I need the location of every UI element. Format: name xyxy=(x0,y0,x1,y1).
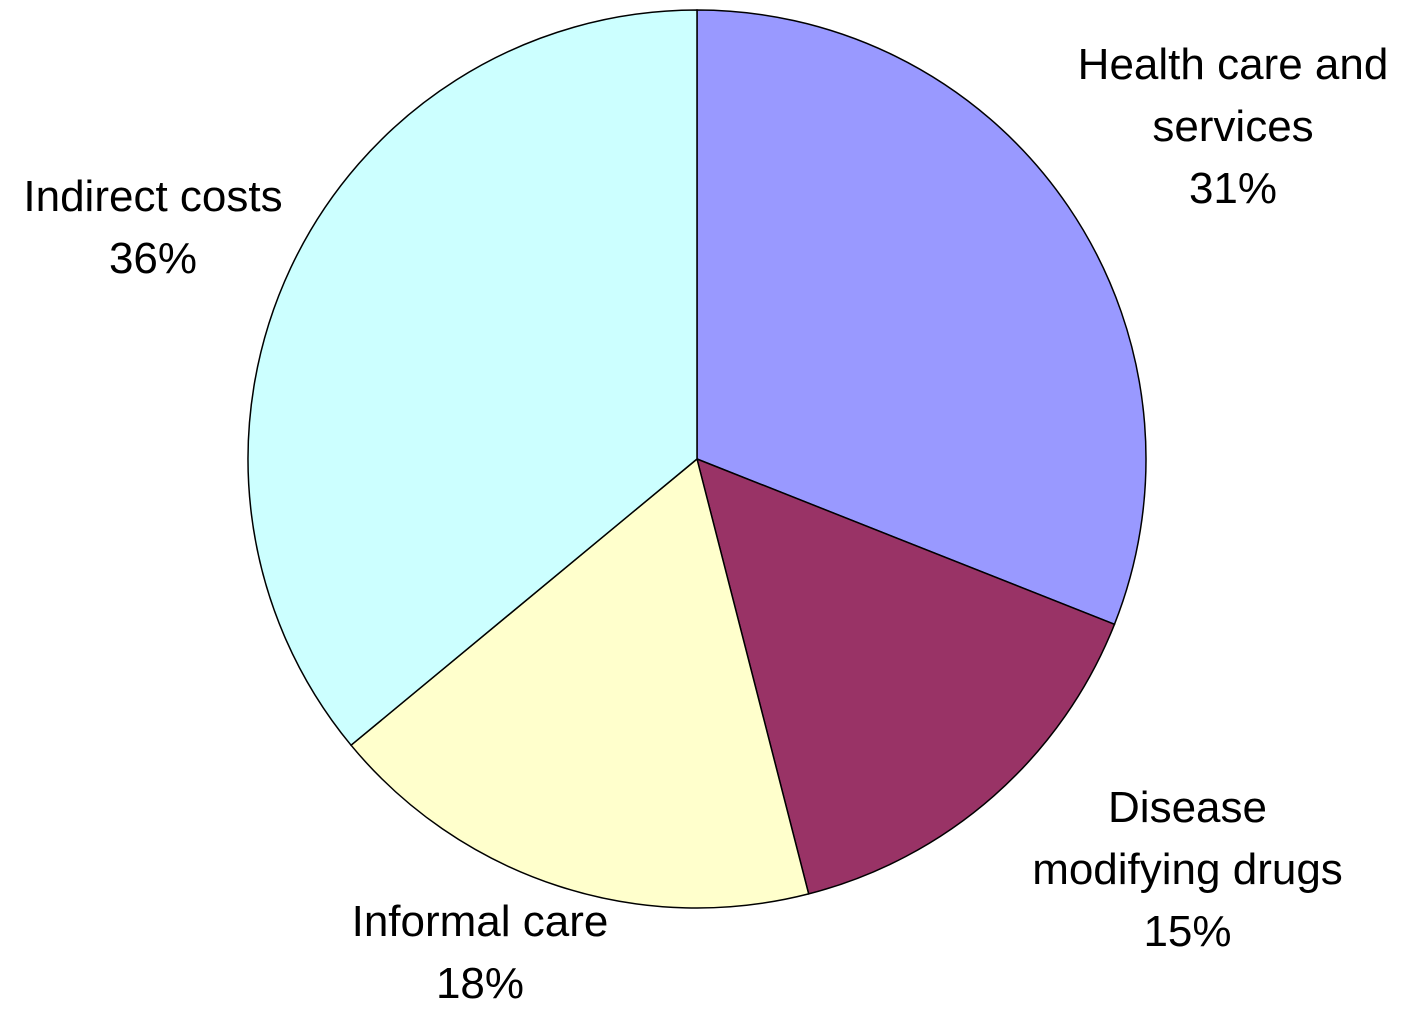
category-name: Health care and services xyxy=(1077,40,1389,151)
value-label: 36% xyxy=(108,234,198,283)
category-name: Disease modifying drugs xyxy=(1032,783,1343,894)
slice-label: Informal care 18% xyxy=(300,891,660,1015)
slice-label: Health care and services 31% xyxy=(1063,34,1403,220)
slice-label: Disease modifying drugs 15% xyxy=(1020,777,1355,963)
pie-slice xyxy=(696,9,1147,626)
category-name: Informal care xyxy=(351,897,609,946)
slice-label: Indirect costs 36% xyxy=(0,166,306,290)
pie-slice xyxy=(349,457,810,909)
pie-slice xyxy=(247,9,698,747)
value-label: 18% xyxy=(435,959,525,1008)
category-name: Indirect costs xyxy=(23,172,283,221)
pie-slice xyxy=(695,457,1116,895)
value-label: 15% xyxy=(1143,907,1232,956)
value-label: 31% xyxy=(1188,164,1278,213)
